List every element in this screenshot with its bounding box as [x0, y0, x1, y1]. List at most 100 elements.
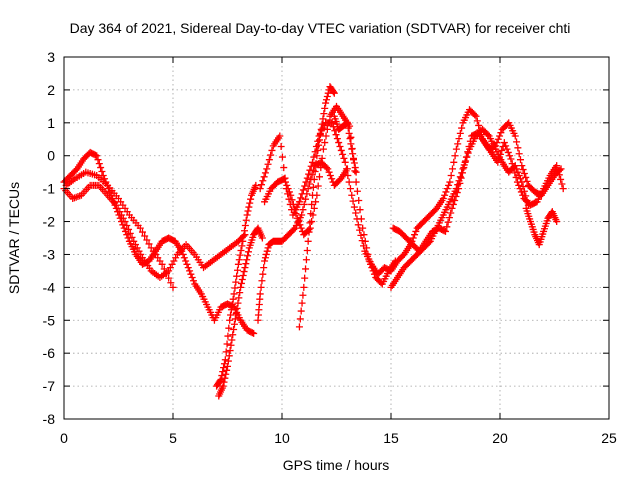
data-point — [315, 173, 323, 181]
data-point — [344, 171, 352, 179]
data-point — [301, 274, 309, 282]
data-point — [333, 135, 341, 143]
data-point — [513, 165, 521, 173]
data-point — [368, 264, 376, 272]
data-point — [519, 166, 527, 174]
data-point — [240, 268, 248, 276]
data-point — [515, 150, 523, 158]
data-point — [450, 158, 458, 166]
data-point — [498, 146, 506, 154]
data-point — [320, 110, 328, 118]
data-point — [311, 168, 319, 176]
data-point — [235, 294, 243, 302]
data-point — [511, 162, 519, 170]
data-point — [233, 272, 241, 280]
data-point — [350, 154, 358, 162]
data-point — [168, 260, 176, 268]
chart-title: Day 364 of 2021, Sidereal Day-to-day VTE… — [70, 20, 571, 36]
data-point — [230, 320, 238, 328]
data-point — [283, 181, 291, 189]
data-point — [456, 173, 464, 181]
data-point — [227, 311, 235, 319]
data-point — [514, 144, 522, 152]
data-point — [309, 158, 317, 166]
data-point — [300, 283, 308, 291]
data-point — [357, 215, 365, 223]
data-point — [484, 131, 492, 139]
data-point — [281, 178, 289, 186]
data-point — [445, 181, 453, 189]
data-point — [513, 138, 521, 146]
data-point — [370, 270, 378, 278]
data-point — [325, 168, 333, 176]
data-point — [502, 142, 510, 150]
data-point — [460, 161, 468, 169]
data-point — [226, 347, 234, 355]
data-point — [229, 331, 237, 339]
data-point — [511, 132, 519, 140]
data-point — [346, 185, 354, 193]
data-point — [412, 227, 420, 235]
data-point — [136, 224, 144, 232]
y-tick-label: -4 — [43, 279, 56, 295]
data-point — [288, 196, 296, 204]
data-point — [557, 175, 565, 183]
data-point — [121, 218, 129, 226]
data-point — [229, 295, 237, 303]
data-point — [298, 190, 306, 198]
data-point — [97, 164, 105, 172]
data-point — [222, 370, 230, 378]
data-point — [223, 366, 231, 374]
data-point — [293, 214, 301, 222]
data-point — [312, 198, 320, 206]
data-point — [237, 283, 245, 291]
data-point — [520, 169, 528, 177]
y-tick-label: -7 — [43, 378, 56, 394]
data-point — [242, 216, 250, 224]
data-point — [257, 283, 265, 291]
data-point — [314, 146, 322, 154]
data-point — [425, 239, 433, 247]
data-point — [182, 257, 190, 265]
data-point — [516, 175, 524, 183]
data-point — [238, 275, 246, 283]
data-point — [451, 152, 459, 160]
data-point — [232, 278, 240, 286]
data-point — [236, 289, 244, 297]
data-point — [302, 195, 310, 203]
data-point — [348, 191, 356, 199]
y-tick-label: -3 — [43, 246, 56, 262]
data-point — [319, 115, 327, 123]
data-point — [471, 111, 479, 119]
data-point — [261, 254, 269, 262]
data-point — [98, 168, 106, 176]
data-point — [314, 182, 322, 190]
data-point — [444, 218, 452, 226]
data-point — [183, 260, 191, 268]
data-point — [258, 181, 266, 189]
data-point — [223, 340, 231, 348]
data-point — [451, 196, 459, 204]
data-point — [260, 264, 268, 272]
data-point — [447, 209, 455, 217]
x-tick-label: 0 — [60, 430, 68, 446]
x-tick-label: 25 — [601, 430, 617, 446]
data-point — [452, 185, 460, 193]
data-point — [455, 177, 463, 185]
data-point — [143, 236, 151, 244]
data-point — [312, 160, 320, 168]
data-point — [258, 277, 266, 285]
data-point — [237, 247, 245, 255]
y-tick-label: -2 — [43, 214, 56, 230]
data-point — [359, 224, 367, 232]
data-point — [352, 168, 360, 176]
data-point — [493, 139, 501, 147]
data-point — [228, 336, 236, 344]
data-point — [258, 234, 266, 242]
data-point — [231, 315, 239, 323]
data-point — [303, 247, 311, 255]
data-point — [324, 89, 332, 97]
data-point — [264, 244, 272, 252]
data-point — [454, 140, 462, 148]
